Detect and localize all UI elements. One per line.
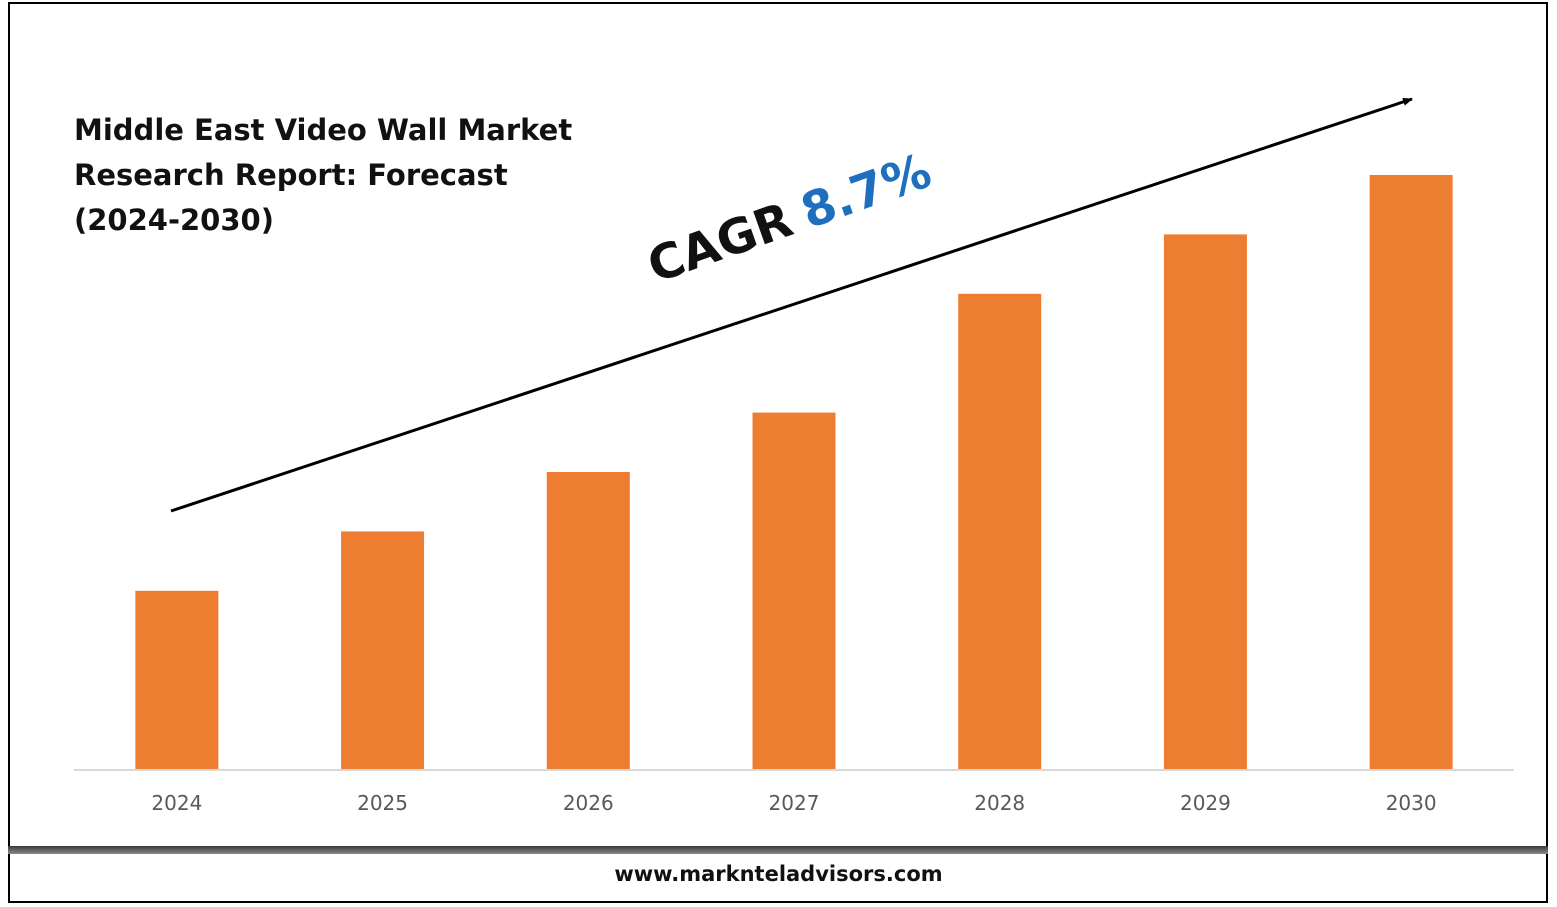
x-tick-label: 2028 — [974, 791, 1025, 815]
x-tick-label: 2026 — [563, 791, 614, 815]
x-tick-label: 2029 — [1180, 791, 1231, 815]
bar-2027 — [752, 412, 836, 769]
bar-2026 — [546, 472, 630, 769]
footer-divider — [8, 846, 1548, 854]
x-tick-label: 2027 — [769, 791, 820, 815]
bar-2029 — [1163, 234, 1247, 769]
chart-title-line: Middle East Video Wall Market — [74, 113, 573, 147]
chart-title-line: Research Report: Forecast — [74, 158, 508, 192]
trend-arrow — [170, 97, 1413, 513]
tick-labels-group: 2024 2025 2026 2027 2028 2029 2030 — [151, 791, 1436, 815]
x-tick-label: 2024 — [151, 791, 202, 815]
bar-2025 — [341, 531, 425, 769]
chart-title: Middle East Video Wall Market Research R… — [74, 108, 634, 243]
chart-title-line: (2024-2030) — [74, 203, 274, 237]
bars-group — [135, 175, 1453, 769]
x-tick-label: 2025 — [357, 791, 408, 815]
bar-2028 — [958, 293, 1042, 769]
bar-2030 — [1369, 175, 1453, 769]
bar-2024 — [135, 590, 219, 769]
x-tick-label: 2030 — [1386, 791, 1437, 815]
footer-website: www.marknteladvisors.com — [614, 862, 943, 886]
